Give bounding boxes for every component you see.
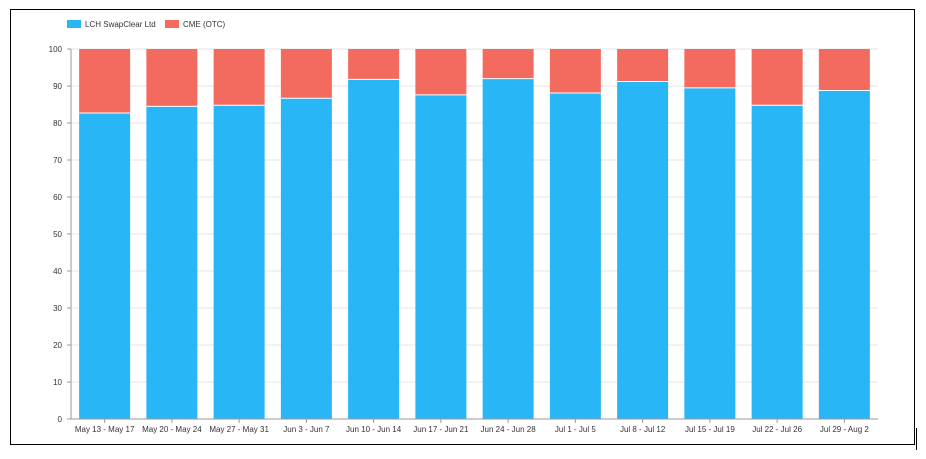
bar-cme-2[interactable] (213, 49, 265, 106)
x-tick-label-9: Jul 15 - Jul 19 (685, 425, 735, 434)
bar-cme-9[interactable] (684, 49, 736, 88)
x-tick-label-1: May 20 - May 24 (142, 425, 202, 434)
bar-lch-2[interactable] (213, 105, 265, 420)
y-tick-label-70: 70 (53, 156, 62, 165)
cursor-line (916, 428, 917, 450)
x-tick-label-7: Jul 1 - Jul 5 (555, 425, 596, 434)
y-tick-label-10: 10 (53, 378, 62, 387)
bar-lch-5[interactable] (415, 94, 467, 419)
x-tick-label-5: Jun 17 - Jun 21 (413, 425, 469, 434)
x-tick-label-4: Jun 10 - Jun 14 (346, 425, 402, 434)
x-tick-label-10: Jul 22 - Jul 26 (752, 425, 802, 434)
legend-swatch-1[interactable] (165, 20, 179, 28)
bar-lch-3[interactable] (280, 98, 332, 420)
bar-cme-6[interactable] (482, 49, 534, 79)
y-tick-label-60: 60 (53, 193, 62, 202)
bar-cme-11[interactable] (818, 49, 870, 91)
bar-lch-8[interactable] (617, 81, 669, 419)
bar-lch-6[interactable] (482, 78, 534, 419)
x-tick-label-2: May 27 - May 31 (209, 425, 269, 434)
x-tick-label-6: Jun 24 - Jun 28 (481, 425, 537, 434)
y-tick-label-80: 80 (53, 119, 62, 128)
y-tick-label-0: 0 (58, 415, 63, 424)
x-tick-label-0: May 13 - May 17 (75, 425, 135, 434)
bar-lch-11[interactable] (818, 90, 870, 419)
x-tick-label-8: Jul 8 - Jul 12 (620, 425, 666, 434)
bar-cme-7[interactable] (549, 49, 601, 94)
bar-lch-9[interactable] (684, 87, 736, 419)
y-tick-label-40: 40 (53, 267, 62, 276)
bar-cme-5[interactable] (415, 49, 467, 95)
bar-cme-1[interactable] (146, 49, 198, 107)
legend-swatch-0[interactable] (67, 20, 81, 28)
bar-lch-1[interactable] (146, 106, 198, 419)
y-tick-label-30: 30 (53, 304, 62, 313)
axes: 0 10 20 30 40 50 60 70 80 90 100 May 13 - May 17 May… (49, 45, 878, 434)
bar-cme-10[interactable] (751, 49, 803, 106)
y-tick-label-90: 90 (53, 82, 62, 91)
y-tick-label-20: 20 (53, 341, 62, 350)
bars (79, 49, 870, 420)
x-tick-label-3: Jun 3 - Jun 7 (283, 425, 330, 434)
legend-label-1[interactable]: CME (OTC) (183, 20, 226, 29)
y-tick-label-100: 100 (49, 45, 63, 54)
bar-cme-4[interactable] (348, 49, 400, 80)
legend: LCH SwapClear Ltd CME (OTC) (67, 20, 226, 29)
bar-cme-8[interactable] (617, 49, 669, 82)
bar-lch-10[interactable] (751, 105, 803, 420)
bar-lch-4[interactable] (348, 79, 400, 419)
y-tick-label-50: 50 (53, 230, 62, 239)
bar-cme-0[interactable] (79, 49, 131, 114)
bar-lch-7[interactable] (549, 93, 601, 419)
legend-label-0[interactable]: LCH SwapClear Ltd (85, 20, 156, 29)
bar-cme-3[interactable] (280, 49, 332, 99)
bar-lch-0[interactable] (79, 113, 131, 419)
x-tick-label-11: Jul 29 - Aug 2 (820, 425, 869, 434)
